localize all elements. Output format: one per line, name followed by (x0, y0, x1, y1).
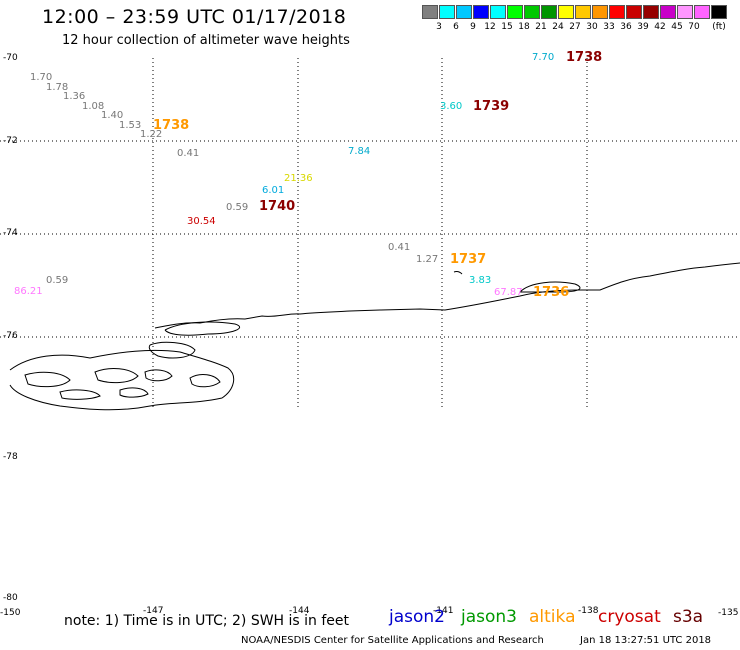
wave-value: 30.54 (187, 216, 216, 227)
satellite-name-s3a: s3a (673, 607, 704, 627)
legend-swatch-10 (592, 5, 608, 19)
credit-text: NOAA/NESDIS Center for Satellite Applica… (241, 635, 544, 646)
legend-label-15: 15 (501, 22, 513, 32)
legend-swatch-12 (626, 5, 642, 19)
wave-value: 0.41 (177, 148, 200, 159)
wave-value: 21.36 (284, 173, 313, 184)
wave-value: 0.59 (226, 202, 249, 213)
map-grid (0, 58, 740, 408)
legend-label-3: 3 (436, 22, 442, 32)
satellite-name-altika: altika (529, 607, 576, 627)
legend-swatch-14 (660, 5, 676, 19)
pass-time-label: 1739 (473, 99, 510, 114)
legend-label-33: 33 (603, 22, 615, 32)
lon-label-144: -144 (289, 606, 310, 616)
legend-label-9: 9 (470, 22, 476, 32)
wave-value: 0.59 (46, 275, 69, 286)
legend-label-unit: (ft) (712, 22, 726, 32)
wave-value: 1.70 (30, 72, 53, 83)
pass-time-label: 1737 (450, 252, 487, 267)
wave-value: 1.08 (82, 101, 105, 112)
wave-value: 1.36 (63, 91, 86, 102)
legend-label-42: 42 (654, 22, 666, 32)
lon-label-141: -141 (433, 606, 454, 616)
wave-value: 67.87 (494, 287, 523, 298)
legend-swatch-6 (524, 5, 540, 19)
legend-swatch-1 (439, 5, 455, 19)
wave-value: 7.70 (532, 52, 555, 63)
wave-value: 86.21 (14, 286, 43, 297)
wave-value: 3.60 (440, 101, 463, 112)
wave-value: 1.40 (101, 110, 124, 121)
legend-swatch-11 (609, 5, 625, 19)
wave-value: 1.53 (119, 120, 142, 131)
legend-label-24: 24 (552, 22, 564, 32)
map-subtitle: 12 hour collection of altimeter wave hei… (62, 33, 350, 48)
generation-timestamp: Jan 18 13:27:51 UTC 2018 (580, 635, 712, 646)
legend-swatch-5 (507, 5, 523, 19)
wave-value: 1.27 (416, 254, 439, 265)
satellite-name-cryosat: cryosat (598, 607, 661, 627)
legend-swatch-3 (473, 5, 489, 19)
legend-label-36: 36 (620, 22, 632, 32)
legend-swatch-2 (456, 5, 472, 19)
pass-time-label: 1738 (153, 118, 190, 133)
legend-swatch-4 (490, 5, 506, 19)
legend-label-21: 21 (535, 22, 547, 32)
legend-swatch-9 (575, 5, 591, 19)
lat-label-80: -80 (3, 593, 18, 603)
legend-swatch-7 (541, 5, 557, 19)
footer-note: note: 1) Time is in UTC; 2) SWH is in fe… (64, 613, 350, 629)
lat-label-76: -76 (3, 331, 18, 341)
wave-value: 7.84 (348, 146, 371, 157)
legend-label-30: 30 (586, 22, 598, 32)
wave-value: 1.78 (46, 82, 69, 93)
legend-swatch-0 (422, 5, 438, 19)
wave-value: 6.01 (262, 185, 285, 196)
pass-time-label: 1738 (566, 50, 603, 65)
legend-label-70: 70 (688, 22, 700, 32)
lat-label-74: -74 (3, 228, 18, 238)
map-title: 12:00 – 23:59 UTC 01/17/2018 (42, 6, 347, 28)
lat-label-70: -70 (3, 53, 18, 63)
legend-swatch-8 (558, 5, 574, 19)
lon-label-135: -135 (718, 608, 739, 618)
legend-label-45: 45 (671, 22, 683, 32)
satellite-name-jason3: jason3 (461, 607, 517, 627)
pass-time-label: 1740 (259, 199, 296, 214)
pass-time-label: 1736 (533, 285, 570, 300)
lat-label-78: -78 (3, 452, 18, 462)
wave-value: 3.83 (469, 275, 492, 286)
legend-label-27: 27 (569, 22, 581, 32)
lon-label-150: -150 (0, 608, 21, 618)
wave-value: 1.22 (140, 129, 163, 140)
legend-swatch-16 (694, 5, 710, 19)
legend-label-18: 18 (518, 22, 530, 32)
satellite-name-jason2: jason2 (389, 607, 445, 627)
legend-label-39: 39 (637, 22, 649, 32)
lon-label-147: -147 (143, 606, 164, 616)
legend-swatch-17 (711, 5, 727, 19)
antarctic-coastline (9, 262, 740, 411)
lat-label-72: -72 (3, 136, 18, 146)
legend-swatch-15 (677, 5, 693, 19)
wave-value: 0.41 (388, 242, 411, 253)
lon-label-138: -138 (578, 606, 599, 616)
legend-label-12: 12 (484, 22, 496, 32)
legend-swatch-13 (643, 5, 659, 19)
legend-label-6: 6 (453, 22, 459, 32)
